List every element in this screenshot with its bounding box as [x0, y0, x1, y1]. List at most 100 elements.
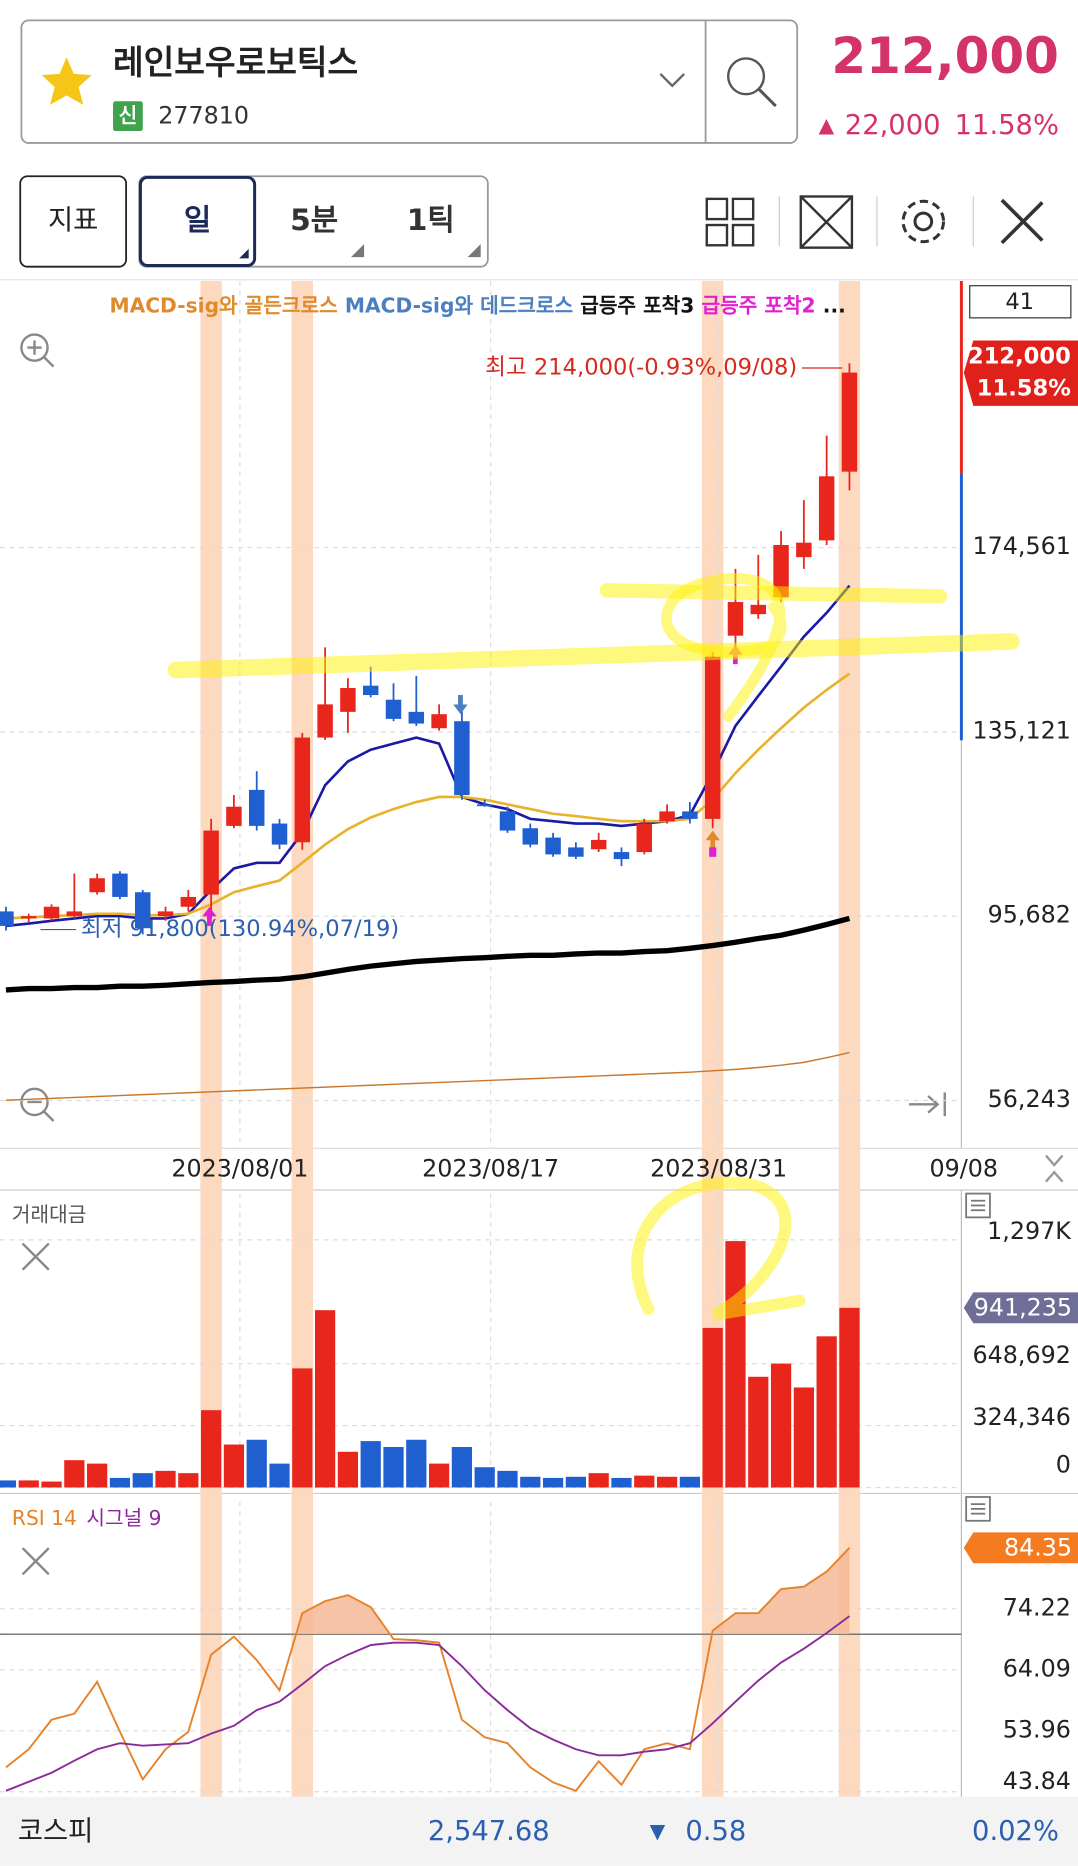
candle-body — [796, 542, 812, 558]
settings-icon[interactable] — [901, 199, 946, 244]
value-tag — [963, 1292, 1078, 1324]
period-tab[interactable]: 5분 — [290, 203, 338, 238]
candle-body — [43, 906, 60, 919]
current-price: 212,000 — [831, 27, 1059, 85]
volume-bar — [839, 1307, 860, 1488]
y-tick-label: 648,692 — [973, 1341, 1071, 1369]
jump-latest[interactable] — [909, 1092, 946, 1117]
moving-average — [5, 915, 851, 993]
candle-body — [590, 839, 607, 850]
zoom-in[interactable] — [20, 333, 55, 368]
y-tick-label: 174,561 — [973, 532, 1071, 560]
period-selected[interactable] — [138, 175, 257, 267]
high-annotation: 최고 214,000(-0.93%,09/08) — [485, 354, 797, 380]
volume-bar — [588, 1473, 609, 1488]
volume-bar — [428, 1463, 450, 1488]
candle-body — [454, 721, 470, 796]
x-tick-label: 09/08 — [930, 1154, 999, 1182]
volume-bar — [634, 1475, 655, 1488]
y-tick-label: 1,297K — [987, 1217, 1072, 1245]
down-triangle: ▼ — [650, 1819, 666, 1843]
volume-bar — [201, 1410, 222, 1488]
volume-bar — [542, 1477, 564, 1488]
period-tab[interactable]: 일 — [184, 203, 211, 238]
price-tag — [963, 340, 1078, 406]
candle-body — [613, 852, 630, 860]
badge-value: 41 — [1005, 289, 1034, 315]
volume-bar — [383, 1447, 404, 1488]
volume-bar — [748, 1376, 769, 1488]
candle-body — [203, 830, 219, 895]
scroll-arrow[interactable] — [1044, 1154, 1064, 1167]
volume-bar — [406, 1439, 427, 1488]
volume-bar — [178, 1473, 199, 1488]
menu-rsi[interactable] — [965, 1496, 991, 1522]
badge-box — [969, 285, 1072, 319]
signal-mark — [709, 847, 717, 857]
period-tab[interactable]: 1틱 — [407, 203, 455, 238]
menu-volume[interactable] — [965, 1192, 991, 1219]
volume-bar — [725, 1241, 746, 1488]
icon-part — [913, 211, 934, 232]
volume-bar — [18, 1480, 39, 1488]
candle-body — [841, 372, 858, 472]
layout-icon[interactable] — [705, 197, 755, 247]
close-volume[interactable] — [21, 1242, 50, 1271]
volume-bar — [269, 1463, 290, 1488]
indicator-label: 지표 — [48, 205, 98, 236]
candle-body — [818, 476, 835, 541]
corner-mark — [351, 244, 365, 258]
volume-bar — [41, 1481, 62, 1488]
legend-item: ... — [823, 294, 846, 318]
zoom-out[interactable] — [20, 1087, 55, 1122]
search-box[interactable]: 레인보우로보틱스 신 277810 — [20, 19, 799, 144]
scroll-arrow[interactable] — [1044, 1170, 1064, 1183]
icon-part — [965, 1496, 991, 1522]
search-button[interactable] — [726, 57, 777, 108]
rsi-line — [5, 1547, 851, 1792]
signal-arrow — [202, 906, 217, 926]
rsi-line — [5, 1615, 851, 1792]
value-tag-label: 84.35 — [1004, 1534, 1072, 1562]
tools-icon[interactable] — [1000, 198, 1044, 245]
icon-part — [705, 223, 729, 247]
indicator-button[interactable]: 지표 — [19, 175, 128, 268]
icon-part — [20, 333, 49, 362]
volume-bar — [0, 1480, 17, 1488]
icon-part — [731, 223, 755, 247]
search-icon — [758, 88, 777, 108]
candle-body — [408, 711, 425, 724]
signal-arrow — [705, 830, 720, 850]
volume-bar — [520, 1476, 541, 1488]
candle-body — [317, 704, 333, 738]
icon-part — [731, 197, 755, 221]
index-value: 2,547.68 — [428, 1816, 550, 1847]
icon-part — [705, 197, 729, 221]
fullscreen-icon[interactable] — [799, 195, 854, 249]
candle-body — [750, 604, 766, 615]
volume-bar — [770, 1363, 792, 1488]
marks — [0, 363, 860, 1792]
index-change: 0.58 — [685, 1816, 746, 1847]
dropdown-chevron[interactable] — [659, 73, 686, 88]
candle-body — [522, 828, 539, 845]
close-rsi[interactable] — [21, 1547, 50, 1576]
icon-part — [901, 199, 946, 244]
moving-average — [5, 1051, 850, 1101]
icon-part — [21, 1547, 50, 1576]
price-change: 22,000 — [845, 110, 941, 141]
price-change-pct: 11.58% — [955, 110, 1059, 141]
volume-bar — [87, 1463, 108, 1488]
legend-item: 급등주 포착3 — [580, 294, 694, 318]
signal-band — [291, 280, 314, 1797]
y-tick-label: 43.84 — [1003, 1767, 1071, 1795]
up-triangle: ▲ — [819, 113, 835, 137]
icon-part — [799, 195, 854, 249]
icon-part — [799, 195, 853, 249]
x-tick-label: 2023/08/17 — [422, 1154, 559, 1182]
volume-bar — [314, 1310, 336, 1488]
favorite-star[interactable] — [41, 57, 92, 105]
stock-code: 277810 — [158, 101, 249, 129]
